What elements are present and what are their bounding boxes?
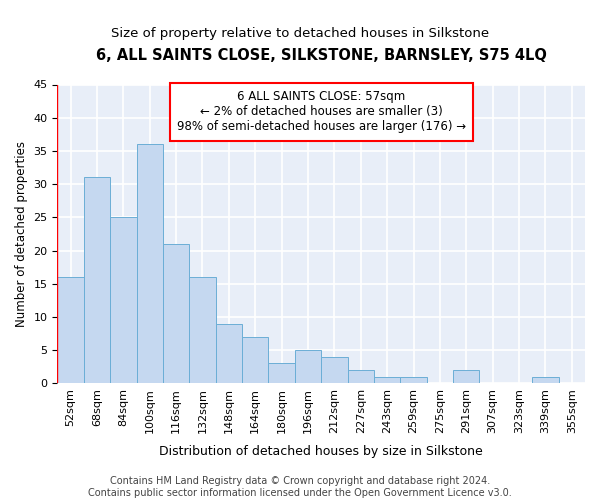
- Bar: [137, 144, 163, 384]
- Bar: [58, 277, 84, 384]
- Bar: [215, 324, 242, 384]
- Text: 6 ALL SAINTS CLOSE: 57sqm
← 2% of detached houses are smaller (3)
98% of semi-de: 6 ALL SAINTS CLOSE: 57sqm ← 2% of detach…: [176, 90, 466, 134]
- Bar: [268, 364, 295, 384]
- Bar: [110, 218, 137, 384]
- Bar: [84, 178, 110, 384]
- Bar: [190, 277, 215, 384]
- Text: Size of property relative to detached houses in Silkstone: Size of property relative to detached ho…: [111, 28, 489, 40]
- Text: Contains HM Land Registry data © Crown copyright and database right 2024.
Contai: Contains HM Land Registry data © Crown c…: [88, 476, 512, 498]
- Bar: [374, 377, 400, 384]
- Title: 6, ALL SAINTS CLOSE, SILKSTONE, BARNSLEY, S75 4LQ: 6, ALL SAINTS CLOSE, SILKSTONE, BARNSLEY…: [96, 48, 547, 62]
- Bar: [163, 244, 190, 384]
- Bar: [242, 337, 268, 384]
- Bar: [347, 370, 374, 384]
- Bar: [453, 370, 479, 384]
- Bar: [295, 350, 321, 384]
- Bar: [532, 377, 559, 384]
- Bar: [400, 377, 427, 384]
- X-axis label: Distribution of detached houses by size in Silkstone: Distribution of detached houses by size …: [160, 444, 483, 458]
- Bar: [321, 357, 347, 384]
- Y-axis label: Number of detached properties: Number of detached properties: [15, 141, 28, 327]
